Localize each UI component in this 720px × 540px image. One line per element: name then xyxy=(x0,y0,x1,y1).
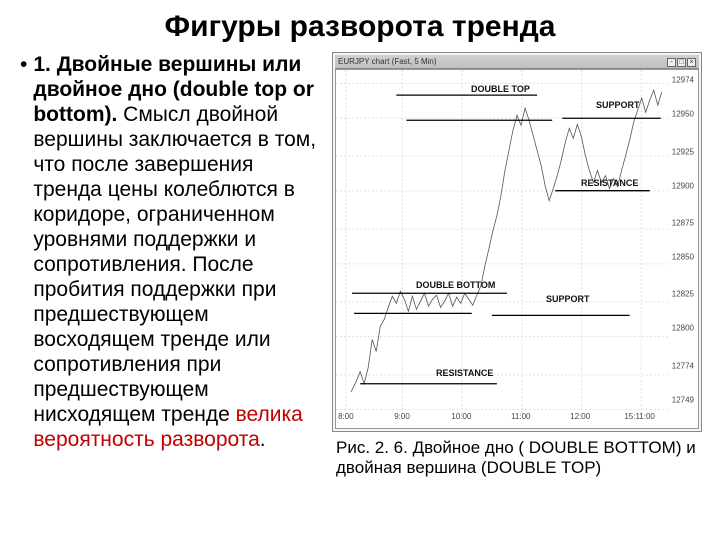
window-buttons: -□× xyxy=(666,57,696,67)
close-icon[interactable]: × xyxy=(687,58,696,67)
minimize-icon[interactable]: - xyxy=(667,58,676,67)
chart-window-title: EURJPY chart (Fast, 5 Min) xyxy=(338,57,437,66)
bullet-marker: • xyxy=(20,52,27,77)
figure-caption: Рис. 2. 6. Двойное дно ( DOUBLE BOTTOM) … xyxy=(332,438,702,478)
figure-column: EURJPY chart (Fast, 5 Min) -□× DOUBLE TO… xyxy=(332,52,702,478)
chart-svg xyxy=(336,70,698,429)
text-column: • 1. Двойные вершины или двойное дно (do… xyxy=(18,52,324,478)
bullet-tail: . xyxy=(260,428,266,451)
bullet-text: 1. Двойные вершины или двойное дно (doub… xyxy=(33,52,324,452)
page-title: Фигуры разворота тренда xyxy=(18,10,702,44)
chart-titlebar: EURJPY chart (Fast, 5 Min) -□× xyxy=(335,55,699,69)
bullet-item: • 1. Двойные вершины или двойное дно (do… xyxy=(18,52,324,452)
chart-window: EURJPY chart (Fast, 5 Min) -□× DOUBLE TO… xyxy=(332,52,702,432)
chart-plot-area: DOUBLE TOPSUPPORTRESISTANCEDOUBLE BOTTOM… xyxy=(335,69,699,429)
maximize-icon[interactable]: □ xyxy=(677,58,686,67)
bullet-body: Смысл двойной вершины заключается в том,… xyxy=(33,103,316,426)
